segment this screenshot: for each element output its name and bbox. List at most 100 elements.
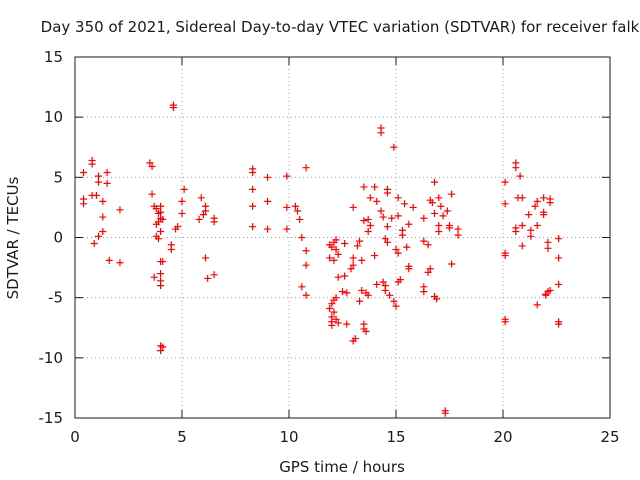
data-point <box>95 178 103 186</box>
data-point <box>360 217 368 225</box>
data-point <box>424 268 432 276</box>
data-point <box>159 258 167 266</box>
y-tick-label: -5 <box>48 289 63 307</box>
data-point <box>527 232 535 240</box>
data-point <box>169 104 177 112</box>
data-point <box>356 297 364 305</box>
data-point <box>435 227 443 235</box>
data-point <box>383 189 391 197</box>
data-point <box>448 260 456 268</box>
data-point <box>88 160 96 168</box>
data-point <box>364 227 372 235</box>
data-point <box>555 254 563 262</box>
data-point <box>349 254 357 262</box>
data-point <box>103 179 111 187</box>
data-point <box>146 159 154 167</box>
data-points <box>80 101 563 417</box>
data-point <box>433 295 441 303</box>
data-point <box>358 286 366 294</box>
data-point <box>283 225 291 233</box>
data-point <box>373 280 381 288</box>
data-point <box>326 304 334 312</box>
data-point <box>431 209 439 217</box>
data-point <box>351 335 359 343</box>
data-point <box>332 236 340 244</box>
data-point <box>386 291 394 299</box>
data-point <box>501 252 509 260</box>
data-point <box>531 202 539 210</box>
data-point <box>435 221 443 229</box>
data-point <box>157 227 165 235</box>
data-point <box>396 276 404 284</box>
data-point <box>373 197 381 205</box>
data-point <box>401 200 409 208</box>
y-axis-label: SDTVAR / TECUs <box>4 176 22 299</box>
data-point <box>366 221 374 229</box>
data-point <box>349 261 357 269</box>
data-point <box>210 218 218 226</box>
data-point <box>356 237 364 245</box>
data-point <box>154 235 162 243</box>
data-point <box>501 318 509 326</box>
data-point <box>148 163 156 171</box>
data-point <box>443 207 451 215</box>
data-point <box>343 320 351 328</box>
data-point <box>298 283 306 291</box>
data-point <box>377 207 385 215</box>
data-point <box>264 197 272 205</box>
data-point <box>178 209 186 217</box>
data-point <box>544 238 552 246</box>
data-point <box>546 199 554 207</box>
data-point <box>334 319 342 327</box>
data-point <box>105 256 113 264</box>
data-point <box>341 272 349 280</box>
data-point <box>264 173 272 181</box>
data-point <box>358 256 366 264</box>
data-point <box>116 206 124 214</box>
data-point <box>525 211 533 219</box>
data-point <box>555 280 563 288</box>
data-point <box>512 164 520 172</box>
data-point <box>339 288 346 296</box>
data-point <box>379 278 387 286</box>
data-point <box>283 203 291 211</box>
data-point <box>334 250 342 258</box>
data-point <box>383 238 391 246</box>
data-point <box>298 234 306 241</box>
data-point <box>90 240 98 248</box>
data-point <box>349 203 357 211</box>
y-tick-label: 5 <box>53 168 63 186</box>
data-point <box>157 270 165 278</box>
data-point <box>167 246 175 254</box>
data-point <box>326 254 334 262</box>
data-point <box>533 197 541 205</box>
data-point <box>424 241 432 249</box>
y-tick-label: -10 <box>39 349 64 367</box>
data-point <box>364 215 372 223</box>
x-tick-label: 0 <box>70 428 80 446</box>
data-point <box>204 274 212 282</box>
y-tick-label: 0 <box>53 229 63 247</box>
data-point <box>341 240 349 248</box>
data-point <box>328 243 336 251</box>
data-point <box>353 242 361 250</box>
data-point <box>249 202 257 210</box>
data-point <box>343 289 351 297</box>
data-point <box>394 194 402 202</box>
data-point <box>398 231 406 239</box>
data-point <box>546 286 554 294</box>
data-point <box>527 226 535 234</box>
data-point <box>403 243 411 251</box>
data-point <box>199 211 207 219</box>
data-point <box>302 291 310 299</box>
data-point <box>371 252 379 260</box>
data-point <box>454 225 462 233</box>
data-point <box>381 286 389 294</box>
data-point <box>80 169 88 177</box>
data-point <box>501 178 509 186</box>
data-point <box>439 212 447 220</box>
grid-lines <box>75 57 610 418</box>
data-point <box>392 302 400 310</box>
data-point <box>302 247 310 255</box>
tick-labels: 0 5 10 15 20 25 -15 -10 -5 0 5 10 15 <box>39 48 620 446</box>
